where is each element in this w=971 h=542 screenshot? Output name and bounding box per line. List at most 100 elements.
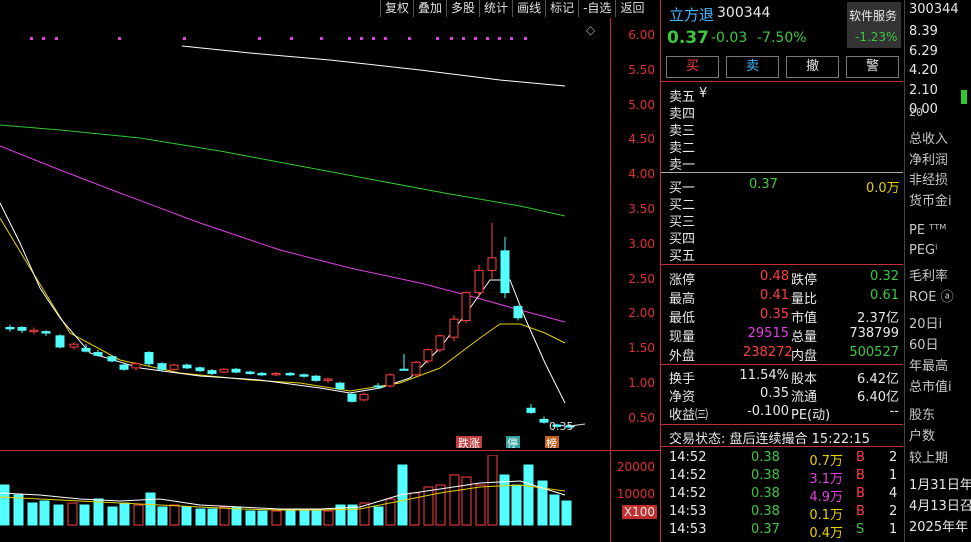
volume-bar — [207, 508, 218, 526]
ask-level-label: 卖一 — [669, 158, 696, 173]
stat-label: 现量 — [669, 330, 696, 345]
toolbar-stats-button[interactable]: 统计 — [479, 0, 512, 17]
volume-bar — [385, 498, 396, 526]
kline-chart[interactable]: ◇ 0.35 跌涨 停 榜 — [0, 18, 610, 448]
candle-body — [157, 363, 167, 370]
toolbar-remove-watchlist-button[interactable]: -自选 — [578, 0, 615, 17]
stat-value: 6.40亿 — [857, 390, 899, 405]
fundamental-label[interactable]: PE ᵀᵀᴹ — [909, 223, 947, 238]
volume-bar — [335, 504, 346, 526]
ask-level-label: 卖三 — [669, 124, 696, 139]
volume-bar — [347, 504, 358, 526]
volume-bar — [157, 506, 168, 526]
candlesticks — [5, 223, 575, 429]
volume-bar — [39, 500, 50, 526]
toolbar-draw-button[interactable]: 画线 — [512, 0, 545, 17]
toolbar-overlay-button[interactable]: 叠加 — [413, 0, 446, 17]
buy-button[interactable]: 买 — [666, 56, 719, 78]
tick-price: 0.38 — [751, 504, 780, 519]
candle-body — [271, 372, 281, 376]
fundamental-label[interactable]: 较上期 — [909, 451, 949, 466]
stat-value: 738799 — [849, 326, 899, 341]
volume-chart[interactable] — [0, 455, 610, 542]
fundamental-label[interactable]: 20日i — [909, 317, 943, 332]
volume-bar — [53, 504, 64, 526]
price-change: -0.03 — [711, 30, 748, 46]
volume-bar — [145, 492, 156, 526]
fundamental-label[interactable]: 总收入 — [909, 132, 949, 147]
sell-button[interactable]: 卖 — [726, 56, 779, 78]
fundamental-label[interactable]: 毛利率 — [909, 269, 949, 284]
fundamental-label[interactable]: 年最高 — [909, 359, 949, 374]
event-dot — [498, 37, 501, 40]
tick-count: 2 — [889, 450, 898, 465]
fundamental-label[interactable]: 净利润 — [909, 153, 949, 168]
bid-volume: 0.0万 — [866, 181, 900, 196]
current-price: 0.37 — [667, 28, 709, 48]
toolbar-back-button[interactable]: 返回 — [615, 0, 648, 17]
tick-side: B — [856, 504, 865, 519]
tick-price: 0.37 — [751, 522, 780, 537]
fundamental-label[interactable]: 股东 — [909, 408, 936, 423]
bid-level-label: 买二 — [669, 198, 696, 213]
candle-body — [131, 363, 141, 369]
fundamental-label[interactable]: 60日 — [909, 338, 939, 353]
fundamental-label[interactable]: PEGⁱ — [909, 243, 938, 258]
tick-count: 1 — [889, 468, 898, 483]
tick-volume: 0.7万 — [809, 454, 843, 469]
event-dots — [30, 37, 527, 40]
event-dot — [408, 37, 411, 40]
tick-count: 1 — [889, 522, 898, 537]
candle-body — [285, 372, 295, 376]
price-change-pct: -7.50% — [757, 30, 807, 46]
candle-body — [119, 364, 129, 370]
stat-value: 0.35 — [760, 307, 789, 322]
sector-box[interactable] — [847, 2, 901, 48]
far-level: 4.20 — [909, 63, 938, 78]
event-dot — [320, 37, 323, 40]
svg-text:榜: 榜 — [546, 436, 557, 448]
toolbar-mark-button[interactable]: 标记 — [545, 0, 578, 17]
stat-value: 29515 — [747, 326, 789, 341]
stat-value: -0.100 — [747, 404, 789, 419]
tick-time: 14:52 — [669, 468, 707, 483]
volume-axis: 20000 10000 X100 — [611, 455, 661, 542]
volume-bar — [169, 504, 180, 526]
stat-value: 0.35 — [760, 386, 789, 401]
stat-value: 6.42亿 — [857, 372, 899, 387]
fundamental-label[interactable]: ROE ⓐ — [909, 290, 954, 305]
stat-label: 跌停 — [791, 273, 818, 288]
candle-body — [182, 364, 192, 369]
stat-label: 收益㈢ — [669, 408, 709, 423]
volume-bar — [435, 484, 446, 526]
volume-bar — [323, 510, 334, 526]
fundamental-label[interactable]: 货币金i — [909, 194, 952, 209]
price-axis-label: 0.50 — [628, 410, 655, 425]
event-dot — [118, 37, 121, 40]
toolbar-multi-stock-button[interactable]: 多股 — [446, 0, 479, 17]
fundamental-label[interactable]: 总市值i — [909, 380, 952, 395]
candle-body — [385, 374, 395, 387]
toolbar-adjust-button[interactable]: 复权 — [380, 0, 413, 17]
volume-bar — [245, 510, 256, 526]
fundamental-label[interactable]: 非经损 — [909, 173, 949, 188]
volume-ma-line — [0, 480, 566, 510]
settings-diamond-icon[interactable]: ◇ — [586, 23, 596, 37]
alert-button[interactable]: 警 — [846, 56, 899, 78]
price-axis-label: 3.00 — [628, 236, 655, 251]
fundamental-label[interactable]: 户数 — [909, 429, 936, 444]
volume-unit-label: X100 — [621, 505, 657, 519]
volume-bar — [449, 474, 460, 526]
cancel-button[interactable]: 撤 — [786, 56, 839, 78]
candle-body — [81, 347, 91, 352]
stat-label: 净资 — [669, 390, 696, 405]
volume-axis-label: 10000 — [616, 487, 655, 501]
event-dot — [372, 37, 375, 40]
candle-body — [373, 385, 383, 388]
candle-body — [359, 393, 369, 401]
candle-body — [423, 349, 433, 362]
volume-bar — [133, 504, 144, 526]
event-dot — [290, 37, 293, 40]
price-axis-label: 4.00 — [628, 167, 655, 182]
tick-price: 0.38 — [751, 468, 780, 483]
